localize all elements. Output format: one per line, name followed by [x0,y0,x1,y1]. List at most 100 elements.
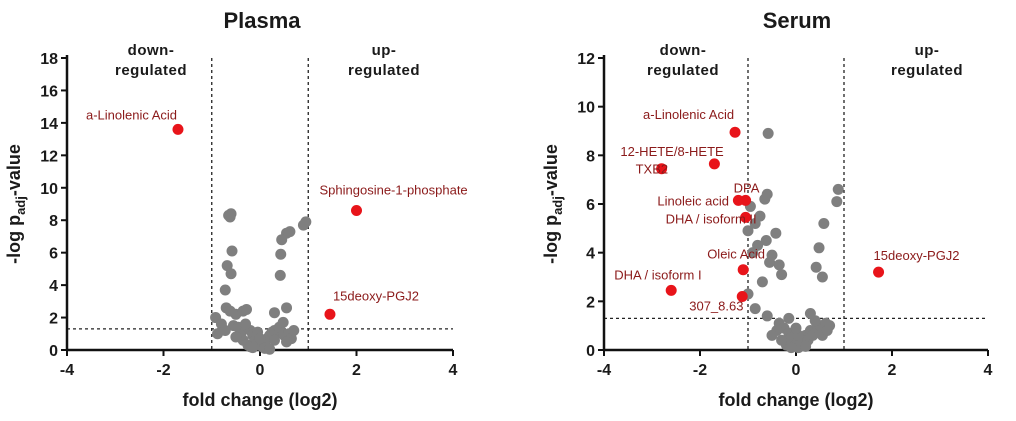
data-point [785,342,797,354]
region-label-up-line2: regulated [891,62,963,79]
data-point [275,248,287,260]
y-tick-label: 14 [40,116,58,133]
y-axis-label: -log padj-value [4,144,28,264]
data-point [276,234,288,246]
data-point [832,183,844,195]
y-axis-label: -log padj-value [541,144,565,264]
data-point [219,325,231,337]
data-point [818,217,830,229]
region-label-up: up-regulated [348,42,420,79]
region-label-up-line2: regulated [348,62,420,79]
highlight-label: 15deoxy-PGJ2 [333,288,419,303]
data-point [749,303,761,315]
highlight-label: a-Linolenic Acid [643,107,734,122]
x-axis-label: fold change (log2) [719,390,874,410]
y-axis-label-subscript: adj [13,196,28,215]
region-label-up: up-regulated [891,42,963,79]
y-axis-label-suffix: -value [541,144,561,196]
y-tick-label: 2 [586,294,595,311]
highlight-label: Linoleic acid [657,193,729,208]
highlight-point [737,264,749,276]
data-point [766,329,778,341]
x-tick-label: 4 [449,362,458,379]
data-point [224,211,236,223]
data-point [240,318,252,330]
data-point [749,217,761,229]
region-label-down-line1: down- [660,42,707,59]
highlight-label: 307_8.63 [689,298,743,313]
data-point [274,269,286,281]
y-tick-label: 6 [586,197,595,214]
region-label-down-line1: down- [128,42,175,59]
x-axis-label: fold change (log2) [183,390,338,410]
y-tick-label: 12 [577,51,595,68]
x-tick-label: -2 [693,362,707,379]
highlight-point [708,158,720,170]
y-tick-label: 0 [49,343,58,360]
data-point [810,261,822,273]
data-point [776,334,788,346]
highlight-point [324,308,336,320]
x-tick-label: -4 [597,362,611,379]
data-point [254,333,266,345]
highlight-point [873,266,885,278]
y-axis-label-main: -log p [541,215,561,264]
chart-title: Serum [763,8,831,33]
data-point [804,308,816,319]
y-axis-label-main: -log p [4,215,24,264]
y-axis-label-subscript: adj [550,196,565,215]
data-point [268,334,280,346]
highlight-label: 15deoxy-PGJ2 [874,248,960,263]
data-point [773,259,785,271]
y-tick-label: 0 [586,343,595,360]
region-label-up-line1: up- [915,42,940,59]
region-label-up-line1: up- [372,42,397,59]
data-point [816,271,828,283]
region-label-down-line2: regulated [115,62,187,79]
data-point [288,325,300,337]
data-point [247,342,259,354]
highlight-point [172,123,184,135]
y-tick-label: 10 [577,100,595,117]
y-tick-label: 10 [40,181,58,198]
y-tick-label: 12 [40,148,58,165]
region-label-down-line2: regulated [647,62,719,79]
data-point [813,242,825,254]
data-point [264,343,276,355]
data-point [761,310,773,322]
highlight-label: Oleic Acid [707,247,765,262]
x-tick-label: 2 [888,362,897,379]
chart-title: Plasma [223,8,301,33]
highlight-label: TXB2 [636,162,669,177]
data-point [790,322,802,334]
data-point [831,196,843,208]
data-point [281,336,293,348]
data-point [219,284,231,296]
y-tick-label: 8 [586,148,595,165]
x-tick-label: 2 [352,362,361,379]
data-point [759,193,771,205]
data-point [776,269,788,281]
y-tick-label: 8 [49,213,58,230]
x-tick-label: -4 [60,362,74,379]
data-point [240,303,252,315]
x-tick-label: -2 [156,362,170,379]
highlight-label: DPA [734,180,760,195]
data-point [756,276,768,288]
x-tick-label: 0 [792,362,801,379]
highlight-point [656,163,668,175]
highlight-label: 12-HETE/8-HETE [620,144,724,159]
data-point [225,268,237,280]
data-point [277,316,289,328]
highlight-point [351,204,362,216]
data-point [226,245,238,257]
data-point [742,225,754,237]
highlight-point [729,126,741,138]
y-tick-label: 4 [49,278,58,295]
region-label-down: down-regulated [647,42,719,79]
data-point [783,312,795,324]
data-point [230,331,242,343]
y-axis-label-suffix: -value [4,144,24,196]
highlight-label: DHA / isoform II [666,211,757,226]
